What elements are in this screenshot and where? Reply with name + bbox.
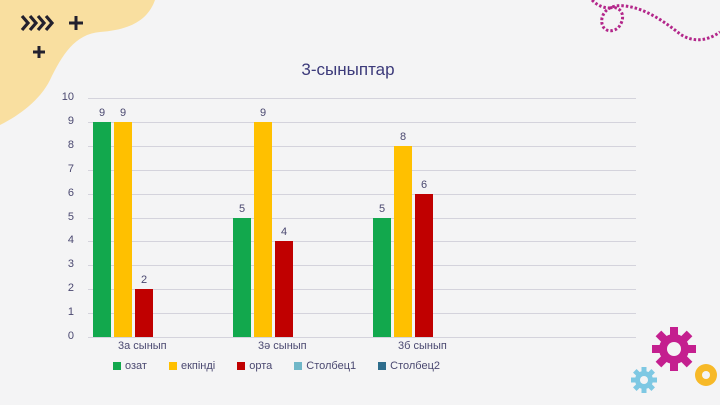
- gridline: [88, 217, 636, 219]
- data-label: 5: [378, 202, 386, 215]
- bar-орта[interactable]: [415, 193, 433, 337]
- y-tick-label: 10: [61, 91, 74, 103]
- gridline: [88, 337, 636, 338]
- bar-екпінді[interactable]: [254, 121, 272, 337]
- gear-large-icon: [652, 327, 696, 371]
- legend-label: озат: [125, 360, 147, 372]
- top-left-blob: [0, 0, 155, 125]
- data-label: 9: [98, 106, 106, 119]
- gridline: [88, 98, 636, 99]
- data-label: 8: [399, 130, 407, 143]
- gridline: [88, 289, 636, 291]
- bar-орта[interactable]: [275, 241, 293, 337]
- gridline: [88, 145, 636, 147]
- y-tick-label: 6: [67, 186, 74, 199]
- legend-item[interactable]: Столбец1: [294, 360, 356, 372]
- plus-icon: [32, 45, 46, 64]
- y-tick-label: 7: [67, 162, 74, 175]
- chevrons-icon: [19, 11, 55, 40]
- y-tick-label: 8: [67, 138, 74, 151]
- y-tick-label: 3: [67, 258, 74, 271]
- bar-озат[interactable]: [233, 217, 251, 337]
- y-tick-label: 5: [67, 210, 74, 223]
- legend-swatch: [294, 362, 303, 370]
- gridline: [88, 193, 636, 195]
- plus-icon: [68, 15, 84, 36]
- legend: озат екпінді орта Столбец1 Столбец2: [113, 360, 462, 372]
- gridline: [88, 313, 636, 315]
- y-tick-label: 1: [67, 306, 74, 319]
- legend-swatch: [237, 362, 246, 370]
- legend-item[interactable]: Столбец2: [378, 360, 440, 372]
- gridline: [88, 121, 636, 123]
- bar-орта[interactable]: [135, 289, 153, 337]
- gridline: [88, 241, 636, 243]
- data-label: 2: [140, 274, 148, 287]
- legend-swatch: [378, 362, 387, 370]
- legend-swatch: [113, 362, 121, 370]
- gridline: [88, 265, 636, 267]
- legend-item[interactable]: екпінді: [168, 360, 216, 372]
- data-label: 4: [280, 226, 288, 239]
- data-label: 6: [420, 178, 428, 191]
- y-tick-label: 9: [67, 114, 74, 127]
- gear-ring-icon: [695, 364, 717, 386]
- y-tick-label: 0: [67, 330, 74, 342]
- legend-item[interactable]: озат: [113, 360, 147, 372]
- category-label: 3ә сынып: [258, 340, 307, 352]
- gridline: [88, 169, 636, 171]
- bar-озат[interactable]: [373, 217, 391, 337]
- chart-title: 3-сыныптар: [301, 60, 395, 79]
- category-label: 3б сынып: [398, 340, 447, 352]
- dotted-curve: [590, 0, 720, 42]
- data-label: 9: [259, 106, 267, 119]
- gear-small-icon: [631, 367, 657, 393]
- legend-label: орта: [249, 360, 273, 372]
- category-label: 3а сынып: [118, 340, 167, 352]
- y-tick-label: 4: [67, 234, 74, 247]
- legend-label: Столбец2: [390, 360, 441, 372]
- data-label: 5: [238, 202, 246, 215]
- legend-label: екпінді: [180, 360, 216, 372]
- legend-swatch: [168, 362, 177, 370]
- legend-label: Столбец1: [306, 360, 357, 372]
- bar-озат[interactable]: [93, 121, 111, 337]
- bar-екпінді[interactable]: [114, 121, 132, 337]
- y-tick-label: 2: [67, 282, 74, 295]
- legend-item[interactable]: орта: [237, 360, 272, 372]
- data-label: 9: [119, 106, 127, 119]
- bar-екпінді[interactable]: [394, 145, 412, 337]
